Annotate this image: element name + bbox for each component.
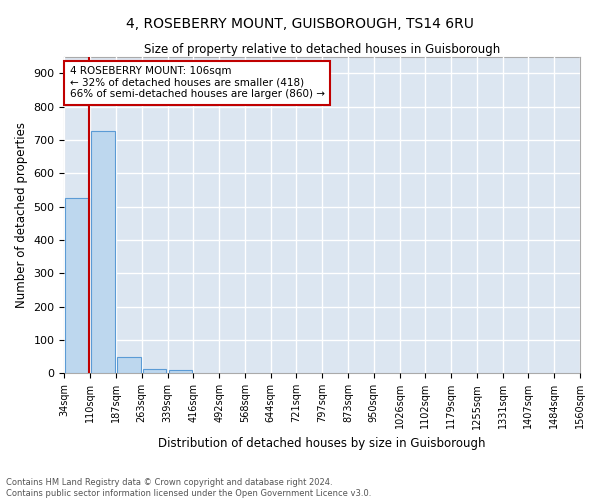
Text: 4, ROSEBERRY MOUNT, GUISBOROUGH, TS14 6RU: 4, ROSEBERRY MOUNT, GUISBOROUGH, TS14 6R… [126, 18, 474, 32]
X-axis label: Distribution of detached houses by size in Guisborough: Distribution of detached houses by size … [158, 437, 486, 450]
Text: Contains HM Land Registry data © Crown copyright and database right 2024.
Contai: Contains HM Land Registry data © Crown c… [6, 478, 371, 498]
Bar [117, 358, 141, 374]
Title: Size of property relative to detached houses in Guisborough: Size of property relative to detached ho… [144, 42, 500, 56]
Y-axis label: Number of detached properties: Number of detached properties [15, 122, 28, 308]
Bar [91, 131, 115, 374]
Bar [65, 198, 89, 374]
Text: 4 ROSEBERRY MOUNT: 106sqm
← 32% of detached houses are smaller (418)
66% of semi: 4 ROSEBERRY MOUNT: 106sqm ← 32% of detac… [70, 66, 325, 100]
Bar [169, 370, 192, 374]
Bar [143, 370, 166, 374]
